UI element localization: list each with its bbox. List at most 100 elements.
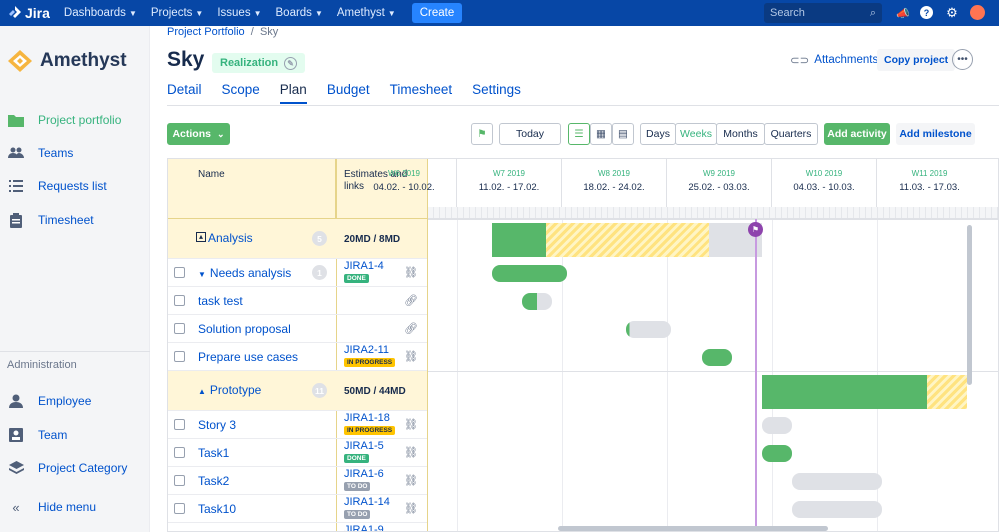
row-checkbox[interactable] <box>174 503 185 514</box>
issue-link[interactable]: JIRA1-18 <box>344 412 390 424</box>
tab-detail[interactable]: Detail <box>167 82 202 97</box>
help-icon[interactable]: ? <box>920 6 933 19</box>
gantt-bar-analysis-remaining[interactable] <box>546 223 709 257</box>
sidebar-item-employee[interactable]: Employee <box>8 392 91 410</box>
row-checkbox[interactable] <box>174 419 185 430</box>
hide-menu-button[interactable]: « Hide menu <box>8 498 96 516</box>
row-checkbox[interactable] <box>174 267 185 278</box>
table-view-button[interactable]: ▦ <box>590 123 612 145</box>
nav-boards[interactable]: Boards ▼ <box>276 7 323 19</box>
actions-dropdown[interactable]: Actions ⌄ <box>167 123 230 145</box>
add-milestone-button[interactable]: Add milestone <box>896 123 975 145</box>
vertical-scrollbar[interactable] <box>967 225 972 385</box>
issue-link[interactable]: JIRA1-5 <box>344 440 384 452</box>
milestone-flag-button[interactable]: ⚑ <box>471 123 493 145</box>
gear-icon[interactable]: ⚙ <box>946 5 958 20</box>
sidebar-item-team[interactable]: Team <box>8 426 67 444</box>
gantt-view-button[interactable]: ☰ <box>568 123 590 145</box>
search-input[interactable]: Search ⌕ <box>764 3 882 23</box>
link-icon[interactable]: 🔗︎ <box>404 295 418 307</box>
unlink-icon[interactable]: ⛓ <box>404 475 418 487</box>
gantt-bar-task1[interactable] <box>762 445 792 462</box>
nav-amethyst[interactable]: Amethyst ▼ <box>337 7 396 19</box>
row-checkbox[interactable] <box>174 475 185 486</box>
gantt-bar-task2[interactable] <box>792 473 882 490</box>
gantt-bar-needs-analysis[interactable] <box>492 265 567 282</box>
unlink-icon[interactable]: ⛓ <box>404 351 418 363</box>
table-row-group[interactable]: ▴ Analysis 5 20MD / 8MD <box>168 219 427 259</box>
sidebar-item-teams[interactable]: Teams <box>8 144 73 162</box>
timeline-scroll-strip[interactable] <box>428 207 998 219</box>
issue-link[interactable]: JIRA1-14 <box>344 496 390 508</box>
tab-scope[interactable]: Scope <box>221 82 260 97</box>
unlink-icon[interactable]: ⛓ <box>404 267 418 279</box>
nav-projects[interactable]: Projects ▼ <box>151 7 203 19</box>
row-name[interactable]: Solution proposal <box>198 322 291 336</box>
row-checkbox[interactable] <box>174 295 185 306</box>
unlink-icon[interactable]: ⛓ <box>404 419 418 431</box>
gantt-bar-prototype-done[interactable] <box>762 375 927 409</box>
row-name[interactable]: ▼ Needs analysis <box>198 266 291 280</box>
table-row[interactable]: JIRA1-9 <box>168 523 427 532</box>
scale-months[interactable]: Months <box>716 123 765 145</box>
breadcrumb-project-portfolio[interactable]: Project Portfolio <box>167 26 245 38</box>
create-button[interactable]: Create <box>411 3 463 23</box>
gantt-bar-analysis-done[interactable] <box>492 223 546 257</box>
milestone-flag-icon[interactable]: ⚑ <box>748 222 763 237</box>
row-checkbox[interactable] <box>174 323 185 334</box>
row-checkbox[interactable] <box>174 351 185 362</box>
project-header[interactable]: Amethyst <box>6 46 149 76</box>
gantt-bar-prepare-use-cases[interactable] <box>702 349 732 366</box>
table-row[interactable]: task test 🔗︎ <box>168 287 427 315</box>
row-name[interactable]: Story 3 <box>198 418 237 432</box>
jira-logo[interactable]: Jira <box>8 5 50 21</box>
sidebar-item-requests-list[interactable]: Requests list <box>8 177 107 195</box>
resource-view-button[interactable]: ▤ <box>612 123 634 145</box>
issue-link[interactable]: JIRA1-9 <box>344 524 384 532</box>
row-name[interactable]: task test <box>198 294 243 308</box>
more-options-button[interactable]: ••• <box>952 49 973 70</box>
tab-settings[interactable]: Settings <box>472 82 521 97</box>
gantt-bar-task10[interactable] <box>792 501 882 518</box>
unlink-icon[interactable]: ⛓ <box>404 503 418 515</box>
megaphone-icon[interactable]: 📣 <box>896 7 910 20</box>
tab-plan[interactable]: Plan <box>279 82 307 104</box>
copy-project-button[interactable]: Copy project <box>877 49 956 71</box>
scale-weeks[interactable]: Weeks <box>675 123 717 145</box>
horizontal-scrollbar[interactable] <box>558 526 828 531</box>
add-activity-button[interactable]: Add activity <box>824 123 890 145</box>
gantt-bar-prototype-remaining[interactable] <box>927 375 967 409</box>
row-name[interactable]: Task10 <box>198 502 237 516</box>
link-icon[interactable]: 🔗︎ <box>404 323 418 335</box>
table-row[interactable]: Solution proposal 🔗︎ <box>168 315 427 343</box>
table-row-group[interactable]: ▲ Prototype 11 50MD / 44MD <box>168 371 427 411</box>
table-row[interactable]: Task2 JIRA1-6 TO DO ⛓ <box>168 467 427 495</box>
row-name[interactable]: ▲ Prototype <box>198 383 261 397</box>
collapse-icon[interactable]: ▴ <box>196 232 206 242</box>
table-row[interactable]: Task1 JIRA1-5 DONE ⛓ <box>168 439 427 467</box>
today-button[interactable]: Today <box>499 123 561 145</box>
scale-quarters[interactable]: Quarters <box>764 123 818 145</box>
table-row[interactable]: Story 3 JIRA1-18 IN PROGRESS ⛓ <box>168 411 427 439</box>
issue-link[interactable]: JIRA1-6 <box>344 468 384 480</box>
attachments-link[interactable]: ⊂⊃ Attachments <box>790 53 878 67</box>
avatar[interactable] <box>970 5 985 20</box>
tab-timesheet[interactable]: Timesheet <box>389 82 453 97</box>
gantt-bar-task-test[interactable] <box>522 293 552 310</box>
sidebar-item-project-category[interactable]: Project Category <box>8 459 127 477</box>
row-name[interactable]: Task2 <box>198 474 230 488</box>
sidebar-item-timesheet[interactable]: Timesheet <box>8 211 94 229</box>
table-row[interactable]: Prepare use cases JIRA2-11 IN PROGRESS ⛓ <box>168 343 427 371</box>
issue-link[interactable]: JIRA2-11 <box>344 344 390 356</box>
unlink-icon[interactable]: ⛓ <box>404 447 418 459</box>
issue-link[interactable]: JIRA1-4 <box>344 260 384 272</box>
row-name[interactable]: Analysis <box>208 231 253 245</box>
tab-budget[interactable]: Budget <box>326 82 370 97</box>
scale-days[interactable]: Days <box>640 123 676 145</box>
nav-dashboards[interactable]: Dashboards ▼ <box>64 7 137 19</box>
gantt-bar-solution-proposal[interactable] <box>626 321 671 338</box>
sidebar-item-project-portfolio[interactable]: Project portfolio <box>8 111 121 129</box>
row-name[interactable]: Prepare use cases <box>198 350 299 364</box>
phase-badge[interactable]: Realization ✎ <box>212 53 306 73</box>
nav-issues[interactable]: Issues ▼ <box>217 7 261 19</box>
